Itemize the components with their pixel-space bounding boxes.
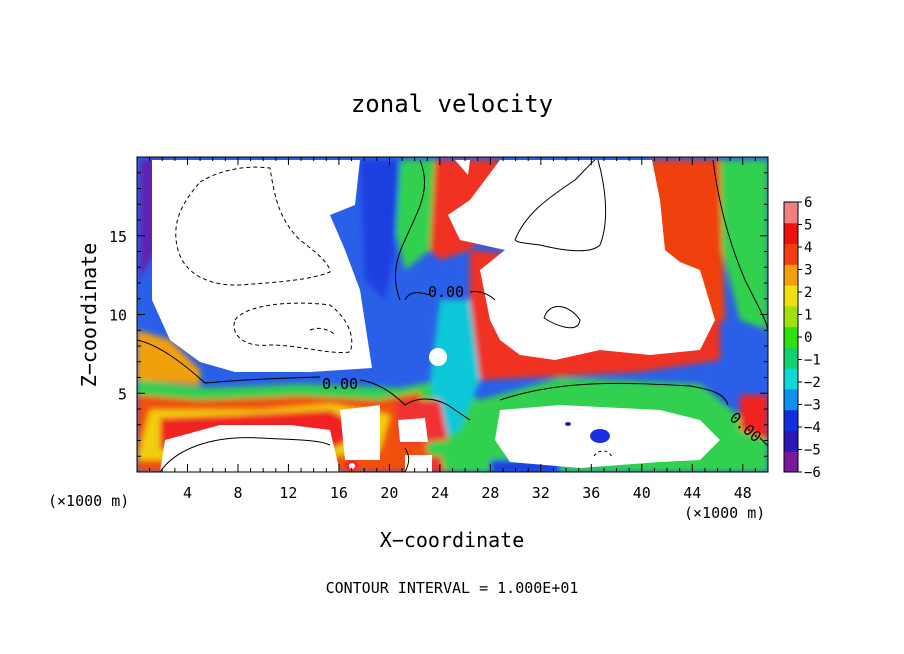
colorbar-swatch	[784, 368, 798, 390]
y-tick-label: 15	[109, 228, 127, 246]
colorbar-tick-label: 5	[804, 218, 812, 234]
colorbar-tick-label: 3	[804, 263, 812, 279]
colorbar-tick-label: −4	[804, 420, 821, 436]
colorbar-tick-label: 6	[804, 195, 812, 211]
colorbar-tick-label: 2	[804, 285, 812, 301]
contour-lines	[137, 159, 768, 472]
colorbar-swatch	[784, 264, 798, 286]
x-tick-label: 32	[532, 484, 550, 502]
contour-label: 0.00	[428, 283, 464, 301]
colorbar-tick-label: −2	[804, 375, 821, 391]
y-tick-label: 10	[109, 307, 127, 325]
colorbar-swatch	[784, 430, 798, 452]
x-tick-label: 36	[582, 484, 600, 502]
x-tick-label: 44	[683, 484, 701, 502]
x-tick-label: 8	[233, 484, 242, 502]
colorbar-swatch	[784, 202, 798, 224]
colorbar-swatch	[784, 305, 798, 328]
chart-title: zonal velocity	[351, 90, 553, 118]
y-axis-label: Z−coordinate	[77, 243, 101, 388]
colorbar-tick-label: 0	[804, 330, 812, 346]
x-tick-label: 4	[183, 484, 192, 502]
colorbar-tick-label: 1	[804, 308, 812, 324]
x-unit-left: (×1000 m)	[48, 492, 129, 510]
colorbar-swatch	[784, 285, 798, 307]
contour-interval-footer: CONTOUR INTERVAL = 1.000E+01	[326, 579, 579, 597]
colorbar: 6 5 4 3 2 1 0 −1 −2 −3 −4 −5 −6	[783, 195, 821, 481]
y-axis: 5 10 15	[109, 172, 768, 457]
x-tick-label: 12	[279, 484, 297, 502]
x-unit-right: (×1000 m)	[684, 504, 765, 522]
colorbar-swatch	[784, 451, 798, 473]
colorbar-swatch	[784, 347, 798, 369]
x-tick-label: 16	[330, 484, 348, 502]
colorbar-tick-label: −3	[804, 398, 821, 414]
x-tick-label: 28	[481, 484, 499, 502]
colorbar-swatch	[784, 243, 798, 265]
x-tick-label: 20	[380, 484, 398, 502]
colorbar-tick-label: −6	[804, 465, 821, 481]
x-tick-label: 48	[734, 484, 752, 502]
x-tick-label: 24	[431, 484, 449, 502]
heatmap-field	[137, 157, 768, 472]
colorbar-tick-label: −5	[804, 443, 821, 459]
colorbar-swatch	[784, 388, 798, 411]
x-tick-label: 40	[633, 484, 651, 502]
y-tick-label: 5	[118, 385, 127, 403]
contour-label: 0.00	[322, 375, 358, 393]
colorbar-tick-label: −1	[804, 353, 821, 369]
x-axis-label: X−coordinate	[380, 528, 525, 552]
x-axis: 4 8 12 16 20 24 28 32 36 40 44 48	[149, 157, 756, 502]
colorbar-swatch	[784, 326, 798, 348]
colorbar-swatch	[784, 222, 798, 245]
colorbar-swatch	[784, 409, 798, 431]
colorbar-tick-label: 4	[804, 240, 812, 256]
